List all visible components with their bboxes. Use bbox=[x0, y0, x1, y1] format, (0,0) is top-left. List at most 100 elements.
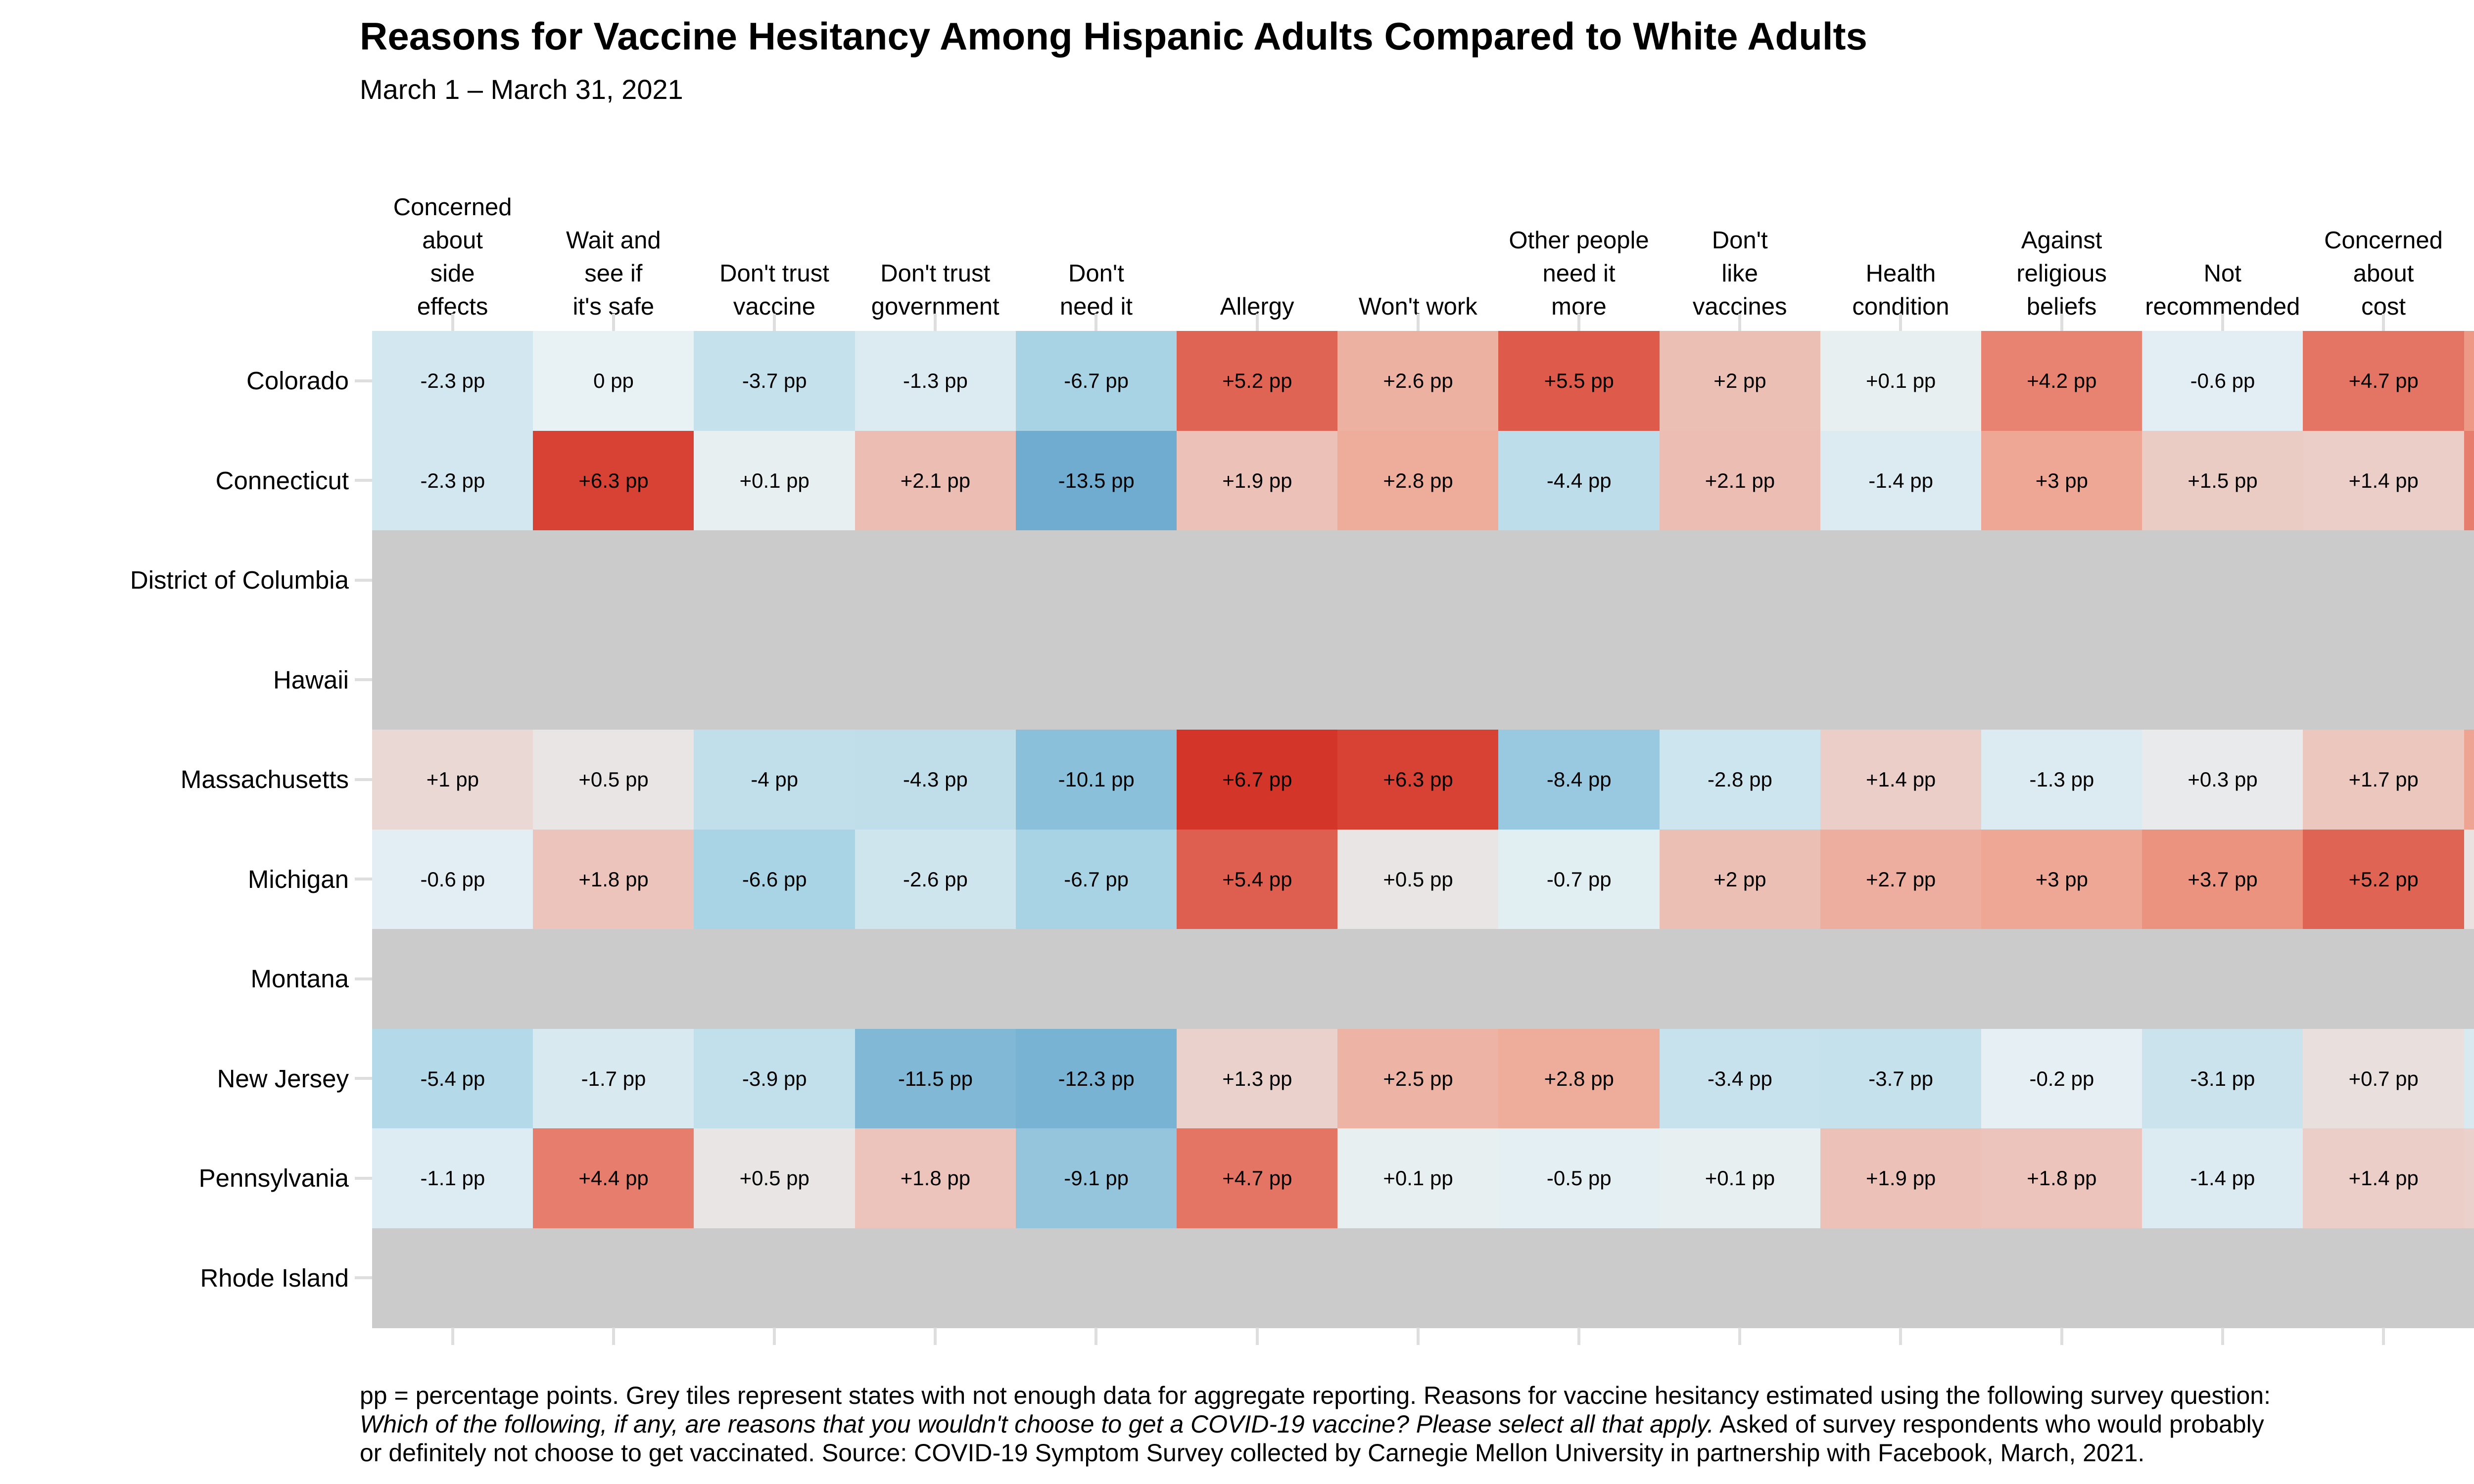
heatmap-tile: +5.5 pp bbox=[1498, 331, 1660, 431]
row-tick-left bbox=[355, 379, 372, 382]
column-tick-bottom bbox=[1094, 1328, 1098, 1345]
row-tick-left bbox=[355, 1077, 372, 1080]
row-label: Pennsylvania bbox=[198, 1164, 349, 1193]
heatmap-tile: +0.3 pp bbox=[2142, 730, 2303, 830]
heatmap-tile: +2.1 pp bbox=[855, 430, 1016, 531]
heatmap-tile: -6.6 pp bbox=[694, 829, 856, 929]
tile-value: +0.1 pp bbox=[739, 468, 809, 492]
row-label: Connecticut bbox=[215, 466, 349, 495]
tile-value: +5.4 pp bbox=[1222, 867, 1292, 891]
heatmap-tile: +2.1 pp bbox=[1659, 430, 1821, 531]
column-tick-top bbox=[1899, 314, 1903, 331]
tile-value: +3 pp bbox=[2035, 468, 2088, 492]
column-tick-top bbox=[2221, 314, 2224, 331]
tile-value: -11.5 pp bbox=[898, 1067, 973, 1090]
heatmap-tile: -13.5 pp bbox=[1015, 430, 1177, 531]
heatmap-tile: +4.7 pp bbox=[2303, 331, 2465, 431]
heatmap-tile: -6.7 pp bbox=[1015, 331, 1177, 431]
tile-value: +1 pp bbox=[426, 768, 479, 791]
heatmap-tile: +3 pp bbox=[1981, 430, 2142, 531]
column-header-line: Other people bbox=[1509, 227, 1649, 254]
heatmap-tile: +0.6 pp bbox=[2464, 829, 2474, 929]
tile-value: +4.7 pp bbox=[2348, 369, 2419, 392]
heatmap-tile: -2.6 pp bbox=[855, 829, 1016, 929]
tile-value: -2.6 pp bbox=[903, 867, 968, 891]
heatmap-tile: +6.7 pp bbox=[1177, 730, 1338, 830]
heatmap-tile: -3.9 pp bbox=[694, 1028, 856, 1129]
column-header: Wait and see if it's safe bbox=[485, 224, 742, 324]
heatmap-tile: +5.4 pp bbox=[1177, 829, 1338, 929]
column-tick-top bbox=[1094, 314, 1098, 331]
tile-value: -9.1 pp bbox=[1064, 1166, 1129, 1190]
column-tick-bottom bbox=[934, 1328, 937, 1345]
tile-value: -0.7 pp bbox=[1546, 867, 1612, 891]
column-tick-bottom bbox=[612, 1328, 615, 1345]
column-header-line: Wait and bbox=[566, 227, 661, 254]
heatmap-tile: +4.4 pp bbox=[533, 1128, 694, 1228]
row-tick-left bbox=[355, 479, 372, 482]
column-header: Pregnancy bbox=[2416, 290, 2474, 324]
tile-value: -4 pp bbox=[751, 768, 799, 791]
column-tick-bottom bbox=[2382, 1328, 2385, 1345]
heatmap-tile: +1.8 pp bbox=[855, 1128, 1016, 1228]
column-header-line: Don't bbox=[1068, 260, 1124, 287]
chart-title: Reasons for Vaccine Hesitancy Among Hisp… bbox=[360, 14, 1867, 58]
heatmap-tile: +1.3 pp bbox=[1177, 1028, 1338, 1129]
heatmap-tile: +1 pp bbox=[372, 730, 533, 830]
tile-value: -0.5 pp bbox=[1546, 1166, 1612, 1190]
column-header: Don't trust vaccine bbox=[646, 257, 903, 324]
column-header-line: about bbox=[2353, 260, 2414, 287]
tile-value: +1.7 pp bbox=[2348, 768, 2419, 791]
footnote-line-2: Which of the following, if any, are reas… bbox=[360, 1410, 2271, 1438]
column-header-line: religious bbox=[2016, 260, 2107, 287]
tile-value: +4.4 pp bbox=[578, 1166, 649, 1190]
heatmap-tile: +3 pp bbox=[1981, 829, 2142, 929]
column-header-line: Pregnancy bbox=[2416, 290, 2474, 324]
heatmap-tile: -8.4 pp bbox=[1498, 730, 1660, 830]
column-header-line: about bbox=[422, 227, 483, 254]
column-tick-bottom bbox=[2060, 1328, 2063, 1345]
column-header-line: Concerned bbox=[393, 194, 512, 221]
tile-value: +2.1 pp bbox=[900, 468, 971, 492]
heatmap-tile: -3.4 pp bbox=[1659, 1028, 1821, 1129]
tile-value: +2.1 pp bbox=[1705, 468, 1775, 492]
row-tick-left bbox=[355, 778, 372, 781]
footnote-line-2-rest: Asked of survey respondents who would pr… bbox=[1713, 1410, 2264, 1438]
heatmap-tile: -0.6 pp bbox=[2142, 331, 2303, 431]
row-tick-left bbox=[355, 977, 372, 980]
missing-data-bar bbox=[372, 630, 2474, 730]
tile-value: +3 pp bbox=[2035, 867, 2088, 891]
heatmap-tile: +0.7 pp bbox=[2303, 1028, 2465, 1129]
heatmap-tile: +0.5 pp bbox=[533, 730, 694, 830]
tile-value: +3.7 pp bbox=[2188, 867, 2258, 891]
tile-value: +1.8 pp bbox=[900, 1166, 971, 1190]
heatmap-tile: -0.7 pp bbox=[1498, 829, 1660, 929]
heatmap-tile: -4.3 pp bbox=[855, 730, 1016, 830]
tile-value: -8.4 pp bbox=[1546, 768, 1612, 791]
column-header-line: see if bbox=[584, 260, 643, 287]
heatmap-tile: +3.1 pp bbox=[2464, 730, 2474, 830]
heatmap-tile: +1.9 pp bbox=[1177, 430, 1338, 531]
column-tick-top bbox=[773, 314, 776, 331]
heatmap-tile: -10.1 pp bbox=[1015, 730, 1177, 830]
tile-value: -5.4 pp bbox=[420, 1067, 485, 1090]
tile-value: +5.2 pp bbox=[2348, 867, 2419, 891]
tile-value: -13.5 pp bbox=[1058, 468, 1135, 492]
heatmap-tile: +2.8 pp bbox=[1337, 430, 1499, 531]
heatmap-tile: -1.3 pp bbox=[1981, 730, 2142, 830]
tile-value: +4.7 pp bbox=[1222, 1166, 1292, 1190]
row-label: District of Columbia bbox=[130, 566, 349, 595]
tile-value: +6.3 pp bbox=[578, 468, 649, 492]
heatmap-tile: -11.5 pp bbox=[855, 1028, 1016, 1129]
column-tick-bottom bbox=[1416, 1328, 1420, 1345]
row-label: Hawaii bbox=[273, 665, 349, 694]
heatmap-tile: -1.7 pp bbox=[533, 1028, 694, 1129]
tile-value: -1.7 pp bbox=[581, 1067, 646, 1090]
column-header-line: Don't trust bbox=[880, 260, 991, 287]
tile-value: +1.4 pp bbox=[2348, 1166, 2419, 1190]
heatmap-tile: -1.3 pp bbox=[855, 331, 1016, 431]
tile-value: +1.4 pp bbox=[2348, 468, 2419, 492]
heatmap-tile: +2.7 pp bbox=[1820, 829, 1982, 929]
tile-value: 0 pp bbox=[593, 369, 634, 392]
heatmap-tile: -6.7 pp bbox=[1015, 829, 1177, 929]
